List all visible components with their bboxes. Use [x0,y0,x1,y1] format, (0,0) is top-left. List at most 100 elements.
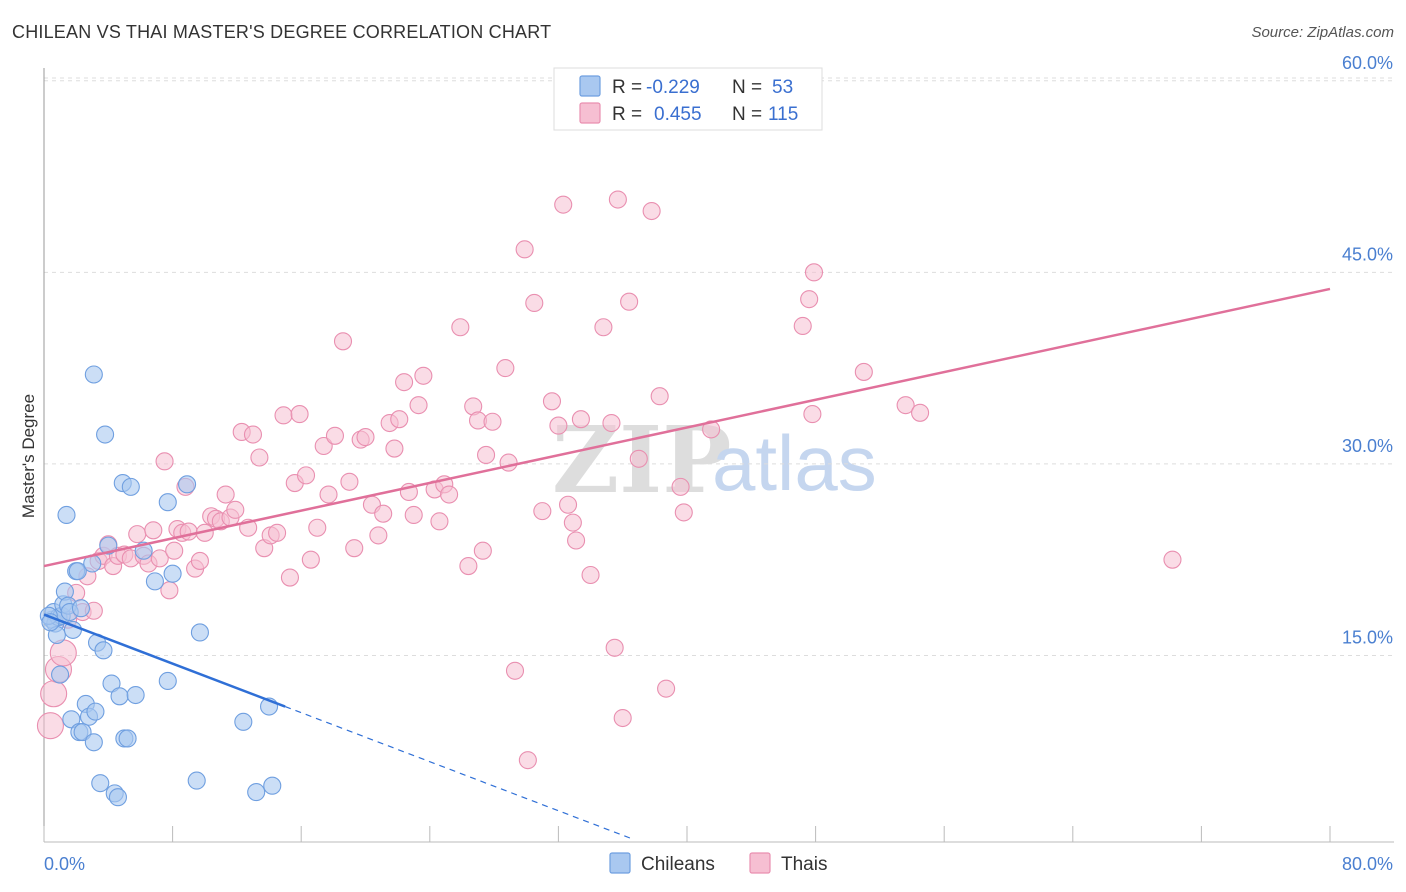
thais-point [243,425,263,444]
thais-point [477,445,496,464]
chileans-r-value: -0.229 [646,77,700,98]
watermark-atlas: atlas [712,419,877,507]
thais-point [563,513,582,532]
chileans-point [73,723,92,742]
thais-swatch-icon [579,102,601,124]
thais-point [374,504,393,523]
thais-point [155,452,174,471]
thais-point [542,392,562,411]
x-tick-label-max: 80.0% [1342,854,1393,874]
thais-point [144,521,163,540]
thais-point [190,551,209,570]
thais-point [165,541,184,560]
thais-point [804,263,824,282]
chileans-point [158,671,177,691]
thais-point [800,290,819,309]
chileans-point [99,536,118,555]
thais-point [657,679,676,698]
thais-point [602,413,621,433]
thais-point [803,405,822,424]
thais-point [128,525,147,544]
thais-point [594,318,613,337]
legend-chileans-icon [609,852,631,874]
trend-lines [43,287,1331,839]
y-tick-label: 15.0% [1342,627,1393,647]
chileans-point [234,712,253,731]
chileans-point [187,771,206,790]
chileans-point [163,564,182,583]
thais-point [459,556,478,576]
chileans-point [51,665,70,684]
thais-point [179,522,198,541]
chart-title: CHILEAN VS THAI MASTER'S DEGREE CORRELAT… [12,22,552,42]
thais-point [613,708,632,728]
thais-point [369,526,388,545]
thais-point [451,318,470,337]
thais-point [620,292,639,311]
thais-point [1163,550,1182,569]
chileans-swatch-icon [579,75,601,97]
thais-point [605,638,624,657]
thais-point [280,568,299,587]
chileans-point [126,685,145,705]
chileans-point [178,475,197,494]
thais-point [499,453,518,472]
thais-point [319,485,338,504]
thais-point [430,512,449,531]
thais-point [356,428,375,447]
chileans-n-label: N = [732,77,762,98]
thais-trend-line [43,287,1331,568]
thais-point [150,549,169,568]
thais-point [216,485,235,504]
thais-point [702,420,721,439]
thais-point [404,505,423,525]
x-tick-label-min: 0.0% [44,854,85,874]
chileans-r-label: R = [612,77,642,98]
chileans-trend-extension [284,705,631,839]
thais-r-label: R = [612,104,642,125]
thais-point [314,436,333,456]
thais-point [505,661,525,680]
thais-point [793,316,812,336]
thais-point [854,362,873,381]
thais-point [558,495,578,514]
thais-point [333,332,353,351]
chileans-n-value: 53 [772,77,793,98]
thais-point [629,449,648,468]
thais-point [340,472,359,491]
y-axis-title: Master's Degree [19,394,38,518]
thais-point [49,639,77,667]
thais-point [268,523,287,542]
thais-point [290,405,309,424]
thais-point [674,503,693,522]
chileans-point [68,562,87,581]
y-tick-label: 30.0% [1342,436,1393,456]
thais-point [226,500,245,519]
thais-point [301,550,320,569]
y-tick-label: 45.0% [1342,244,1393,264]
thais-point [345,539,364,558]
chileans-point [57,505,76,525]
thais-point [250,448,269,467]
chileans-point [108,788,127,807]
chileans-point [96,425,115,444]
thais-point [414,366,433,385]
thais-n-value: 115 [768,104,798,125]
thais-point [533,502,552,521]
chileans-trend-line [43,613,286,708]
y-tick-label: 60.0% [1342,53,1393,73]
thais-point [36,712,64,740]
thais-points [36,190,1182,770]
thais-point [650,387,669,406]
thais-point [642,201,661,221]
chileans-point [62,710,81,729]
chileans-points [39,365,282,807]
thais-point [671,477,690,496]
chileans-point [94,641,113,660]
thais-point [496,359,515,378]
chileans-point [247,783,266,802]
chileans-point [121,477,140,496]
stats-legend: R = -0.229 N = 53 R = 0.455 N = 115 [553,67,823,131]
chileans-point [84,365,103,384]
y-tick-labels: 15.0% 30.0% 45.0% 60.0% [1342,53,1393,648]
